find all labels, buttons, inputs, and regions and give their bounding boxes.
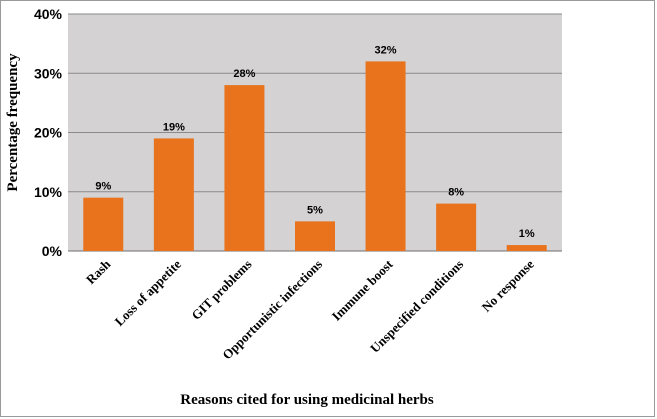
y-axis-ticks: 0% 10% 20% 30% 40% <box>34 6 63 259</box>
y-tick-label: 40% <box>34 6 63 22</box>
bar <box>224 85 265 251</box>
data-labels: 9% 19% 28% 5% 32% 8% 1% <box>95 44 535 240</box>
bar <box>365 61 406 252</box>
x-tick-label: Rash <box>83 256 114 287</box>
data-label: 19% <box>163 121 185 133</box>
gridlines <box>68 13 562 252</box>
y-tick-label: 20% <box>34 125 63 141</box>
x-axis-label: Reasons cited for using medicinal herbs <box>180 392 434 408</box>
bar <box>295 221 335 251</box>
data-label: 9% <box>95 181 111 193</box>
x-tick-label: Immune boost <box>329 256 397 324</box>
bar <box>153 138 194 251</box>
y-axis-label: Percentage frequency <box>5 53 21 192</box>
y-tick-label: 0% <box>42 243 63 259</box>
data-label: 1% <box>519 228 535 240</box>
data-label: 28% <box>233 68 255 80</box>
y-tick-label: 10% <box>34 184 63 200</box>
data-label: 5% <box>307 204 323 216</box>
y-tick-label: 30% <box>34 65 63 81</box>
bar <box>506 245 547 251</box>
bar <box>83 197 124 251</box>
x-tick-label: Loss of appetite <box>112 256 185 329</box>
data-label: 8% <box>448 187 464 199</box>
data-label: 32% <box>375 44 397 56</box>
bar <box>436 203 477 251</box>
x-tick-label: No response <box>479 256 537 314</box>
bars <box>83 61 547 252</box>
x-tick-label: GIT problems <box>188 257 254 323</box>
